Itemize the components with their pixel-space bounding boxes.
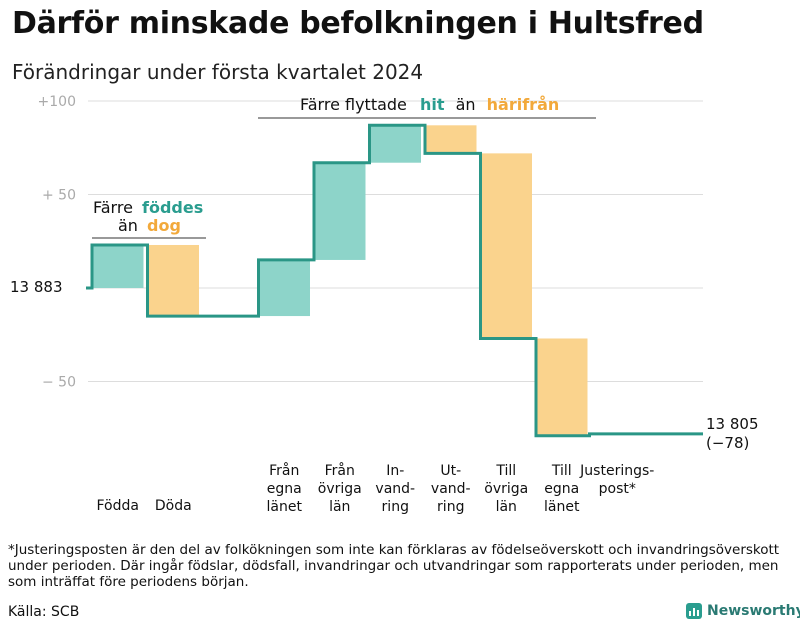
category-label: ring [382,499,409,515]
migration-annotation-text: Färre flyttade [300,95,407,114]
category-label: vand- [375,481,415,497]
births-annotation-text: Färre [93,198,133,217]
bar-7 [425,125,477,154]
y-axis-ticks: +100 + 50 − 50 [38,94,76,391]
brand-logo: Newsworthy [686,603,800,619]
category-label: post* [599,481,636,497]
cumulative-line [86,123,703,438]
category-label: Födda [97,498,139,514]
y-tick-label: + 50 [42,188,76,204]
category-label: Ut- [440,463,461,479]
svg-text:Färre föddes: Färre föddes [93,198,203,217]
category-label: Från [269,462,299,479]
waterfall-chart: +100 + 50 − 50 Födda Döda Från egna länet Från ö… [10,94,759,515]
category-label: Justerings- [579,463,654,479]
category-label: länet [544,499,580,515]
migration-annotation-bort: härifrån [487,95,560,114]
source: Källa: SCB [8,604,80,620]
category-label: egna [544,481,579,497]
category-label: ring [437,499,464,515]
migration-annotation-hit: hit [420,95,445,114]
bar-1 [92,244,144,288]
births-annotation-than: än [118,216,138,235]
bar-8 [480,153,532,339]
newsworthy-icon [686,603,702,619]
start-value-label: 13 883 [10,278,63,296]
category-label: vand- [431,481,471,497]
category-labels: Födda Döda Från egna länet Från övriga län In-va… [97,462,655,515]
category-label: övriga [484,481,528,497]
births-annotation: Färre föddes än dog [92,198,206,239]
category-label: Till [551,463,572,479]
births-annotation-bort: dog [147,216,181,235]
category-label: län [496,499,517,515]
migration-annotation-than: än [456,95,476,114]
category-label: län [329,499,350,515]
category-label: egna [267,481,302,497]
bar-9 [536,338,588,436]
category-label: In- [386,463,404,479]
chart-title: Därför minskade befolkningen i Hultsfred [12,6,704,41]
bar-2 [147,244,199,317]
svg-text:än dog: än dog [118,216,181,235]
y-tick-label: +100 [38,94,76,110]
bar-4 [258,259,310,317]
category-label: länet [267,499,303,515]
category-label: Till [495,463,516,479]
svg-text:Färre flyttade hit: Färre flyttade hit än härifrån [300,95,559,114]
bars [92,125,588,436]
bar-6 [369,125,421,163]
category-label: Från [325,462,355,479]
end-value-label: 13 805 [706,415,759,433]
chart-subtitle: Förändringar under första kvartalet 2024 [12,60,424,84]
bar-5 [314,162,366,260]
category-label: Döda [155,498,192,514]
end-change-label: (−78) [706,434,749,452]
cumulative-step-line [86,123,703,438]
y-tick-label: − 50 [42,375,76,391]
footnote: *Justeringsposten är den del av folkökni… [8,542,780,590]
migration-annotation: Färre flyttade hit än härifrån [258,95,596,119]
category-label: övriga [318,481,362,497]
brand-name: Newsworthy [707,603,800,619]
births-annotation-hit: föddes [142,198,203,217]
